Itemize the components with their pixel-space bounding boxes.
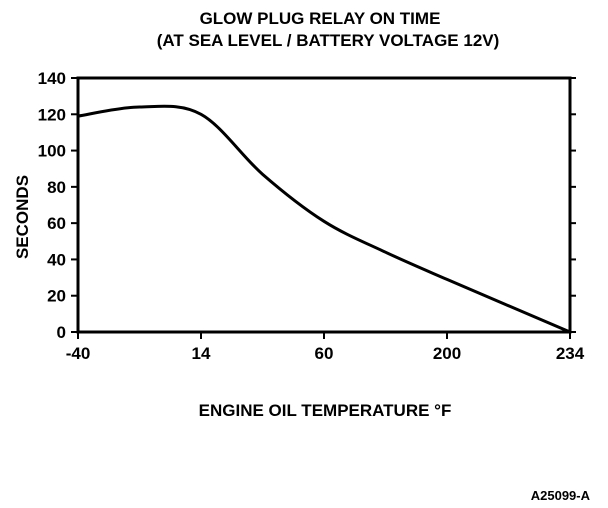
x-tick-label: 14 [192,344,211,363]
plot-area [76,76,572,334]
y-tick-label: 20 [47,287,66,306]
y-axis-label: SECONDS [13,175,32,259]
x-axis-ticks: -40 14 60 200 234 [66,332,585,363]
y-tick-label: 80 [47,178,66,197]
y-tick-label: 60 [47,214,66,233]
y-axis-ticks: 0 20 40 60 80 100 120 140 [38,69,576,342]
series-line [76,104,572,334]
chart-title: GLOW PLUG RELAY ON TIME [200,9,441,28]
plot-frame [76,76,572,334]
series-layer [76,104,572,334]
x-tick-label: 234 [556,344,585,363]
y-tick-label: 40 [47,250,66,269]
x-axis-label: ENGINE OIL TEMPERATURE °F [199,401,452,420]
x-tick-label: 200 [433,344,461,363]
y-tick-label: 100 [38,142,66,161]
y-tick-label: 120 [38,105,66,124]
x-tick-label: -40 [66,344,91,363]
y-tick-label: 140 [38,69,66,88]
figure-id: A25099-A [531,488,591,503]
y-tick-label: 0 [57,323,66,342]
chart-subtitle: (AT SEA LEVEL / BATTERY VOLTAGE 12V) [157,31,500,50]
x-tick-label: 60 [315,344,334,363]
